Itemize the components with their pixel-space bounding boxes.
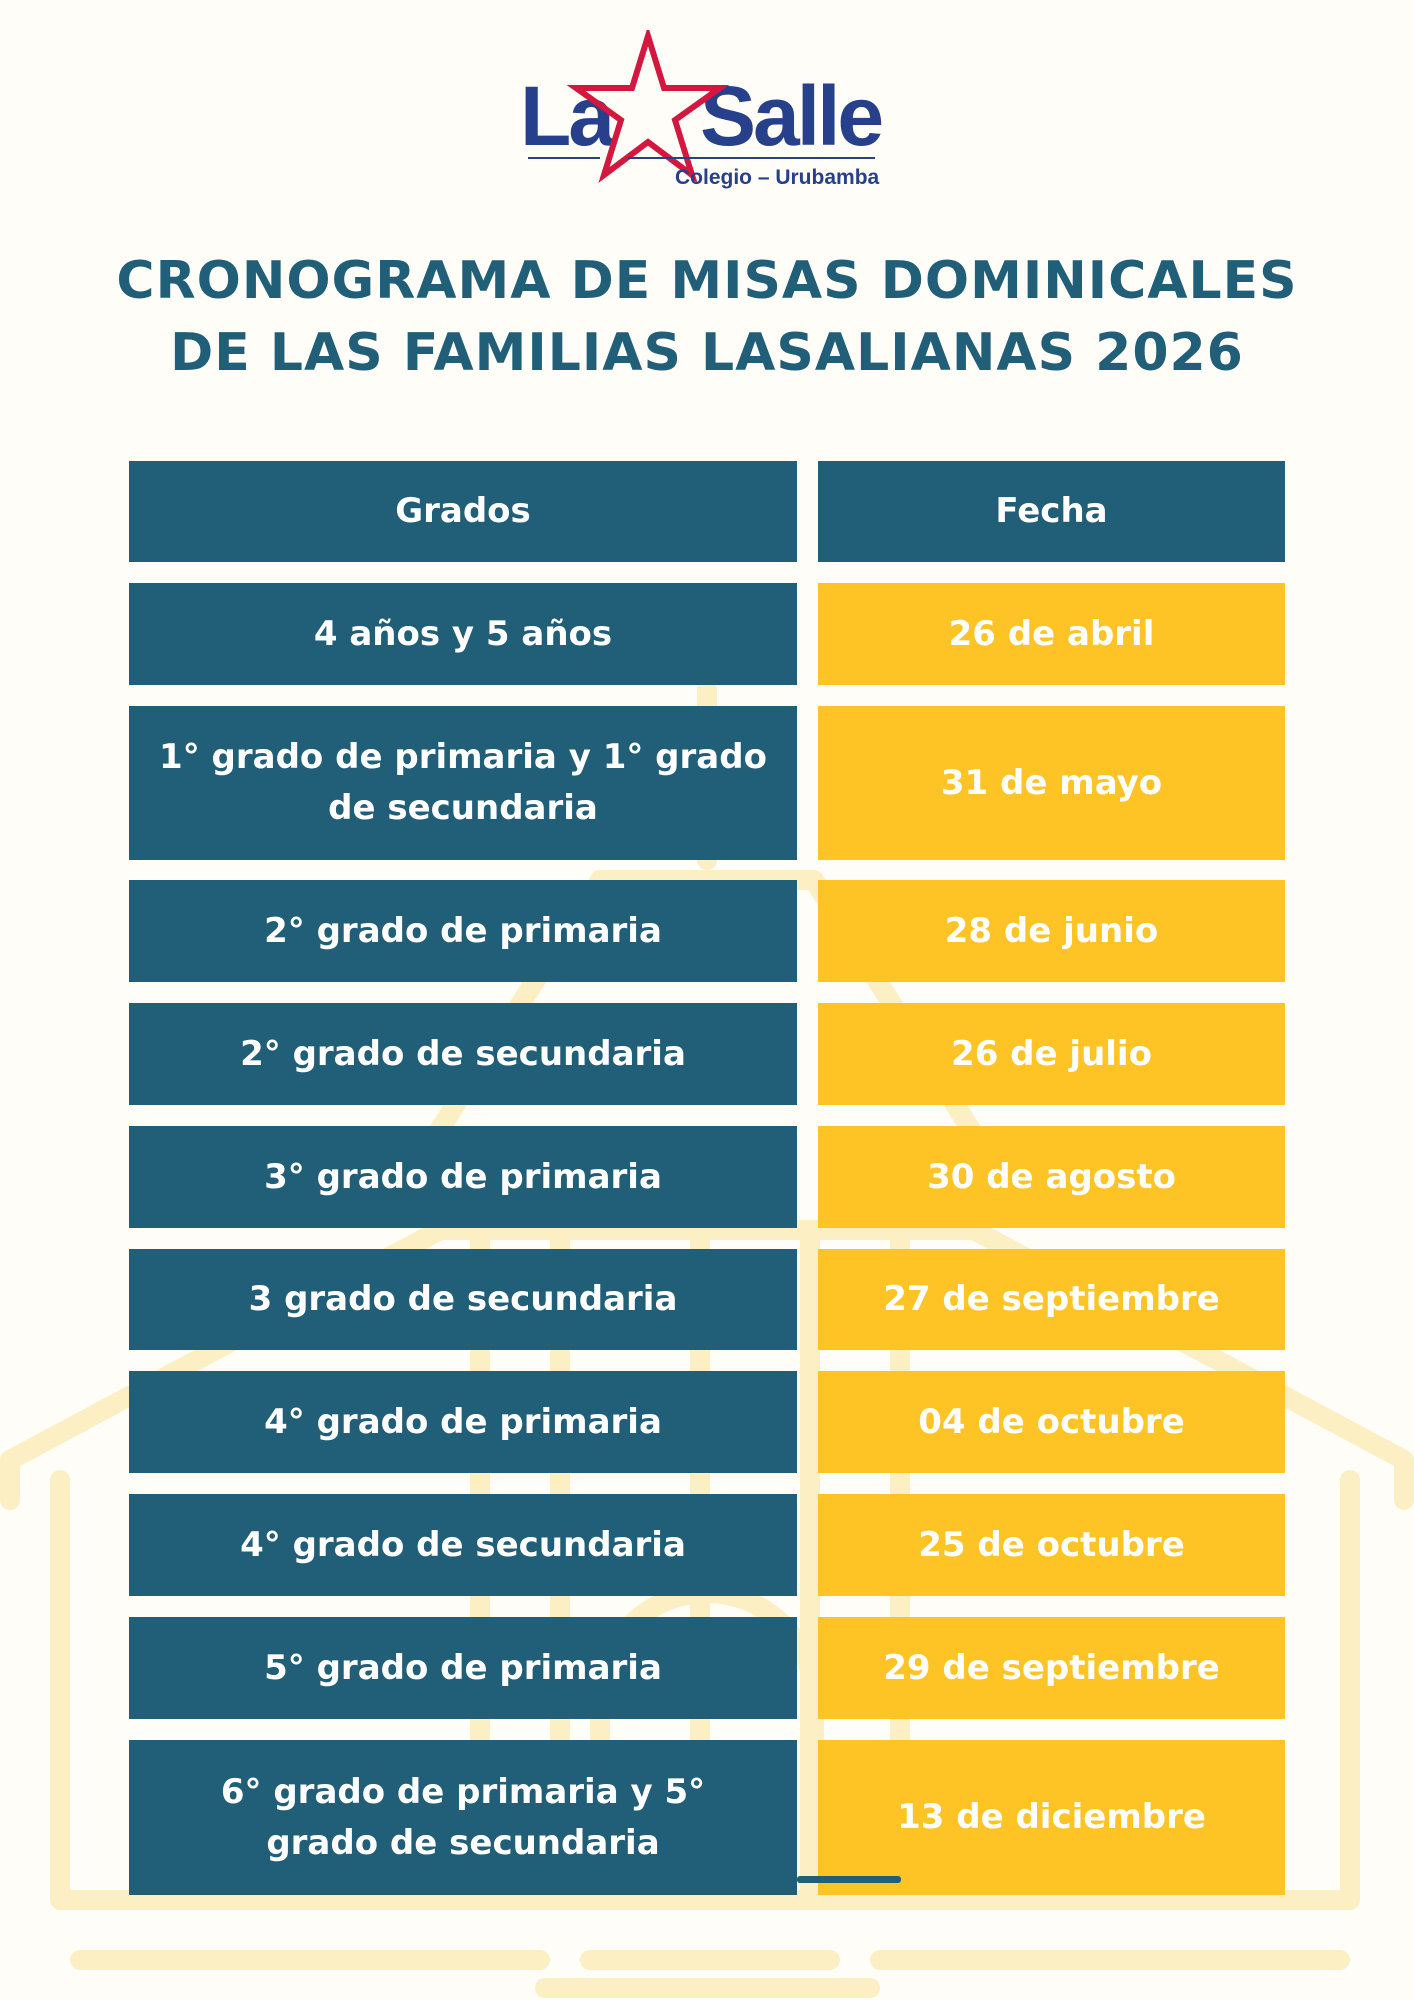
- header-fecha: Fecha: [818, 461, 1285, 562]
- row-8-grado: 4° grado de secundaria: [129, 1494, 797, 1596]
- row-3-grado: 2° grado de primaria: [129, 880, 797, 982]
- header-grados: Grados: [129, 461, 797, 562]
- logo-brand-right: Salle: [700, 69, 884, 163]
- row-4-fecha: 26 de julio: [818, 1003, 1285, 1105]
- row-2-grado: 1° grado de primaria y 1° grado de secun…: [129, 706, 797, 860]
- star-icon: [528, 30, 875, 183]
- row-5-grado: 3° grado de primaria: [129, 1126, 797, 1228]
- row-9-grado: 5° grado de primaria: [129, 1617, 797, 1719]
- row-6-fecha: 27 de septiembre: [818, 1249, 1285, 1350]
- row-1-grado: 4 años y 5 años: [129, 583, 797, 685]
- page-title: CRONOGRAMA DE MISAS DOMINICALES DE LAS F…: [0, 245, 1414, 389]
- row-5-fecha: 30 de agosto: [818, 1126, 1285, 1228]
- row-3-fecha: 28 de junio: [818, 880, 1285, 982]
- logo-subtitle: Colegio – Urubamba: [675, 166, 880, 189]
- la-salle-logo: La Salle Colegio – Urubamba: [520, 30, 890, 200]
- row-7-fecha: 04 de octubre: [818, 1371, 1285, 1473]
- logo-brand-left: La: [520, 69, 615, 163]
- row-10-grado: 6° grado de primaria y 5° grado de secun…: [129, 1740, 797, 1895]
- row-9-fecha: 29 de septiembre: [818, 1617, 1285, 1719]
- title-line-1: CRONOGRAMA DE MISAS DOMINICALES: [116, 251, 1298, 311]
- decorative-stroke: [797, 1876, 901, 1883]
- title-line-2: DE LAS FAMILIAS LASALIANAS 2026: [170, 323, 1244, 383]
- row-1-fecha: 26 de abril: [818, 583, 1285, 685]
- row-6-grado: 3 grado de secundaria: [129, 1249, 797, 1350]
- row-10-fecha: 13 de diciembre: [818, 1740, 1285, 1895]
- row-8-fecha: 25 de octubre: [818, 1494, 1285, 1596]
- row-2-fecha: 31 de mayo: [818, 706, 1285, 860]
- row-4-grado: 2° grado de secundaria: [129, 1003, 797, 1105]
- row-7-grado: 4° grado de primaria: [129, 1371, 797, 1473]
